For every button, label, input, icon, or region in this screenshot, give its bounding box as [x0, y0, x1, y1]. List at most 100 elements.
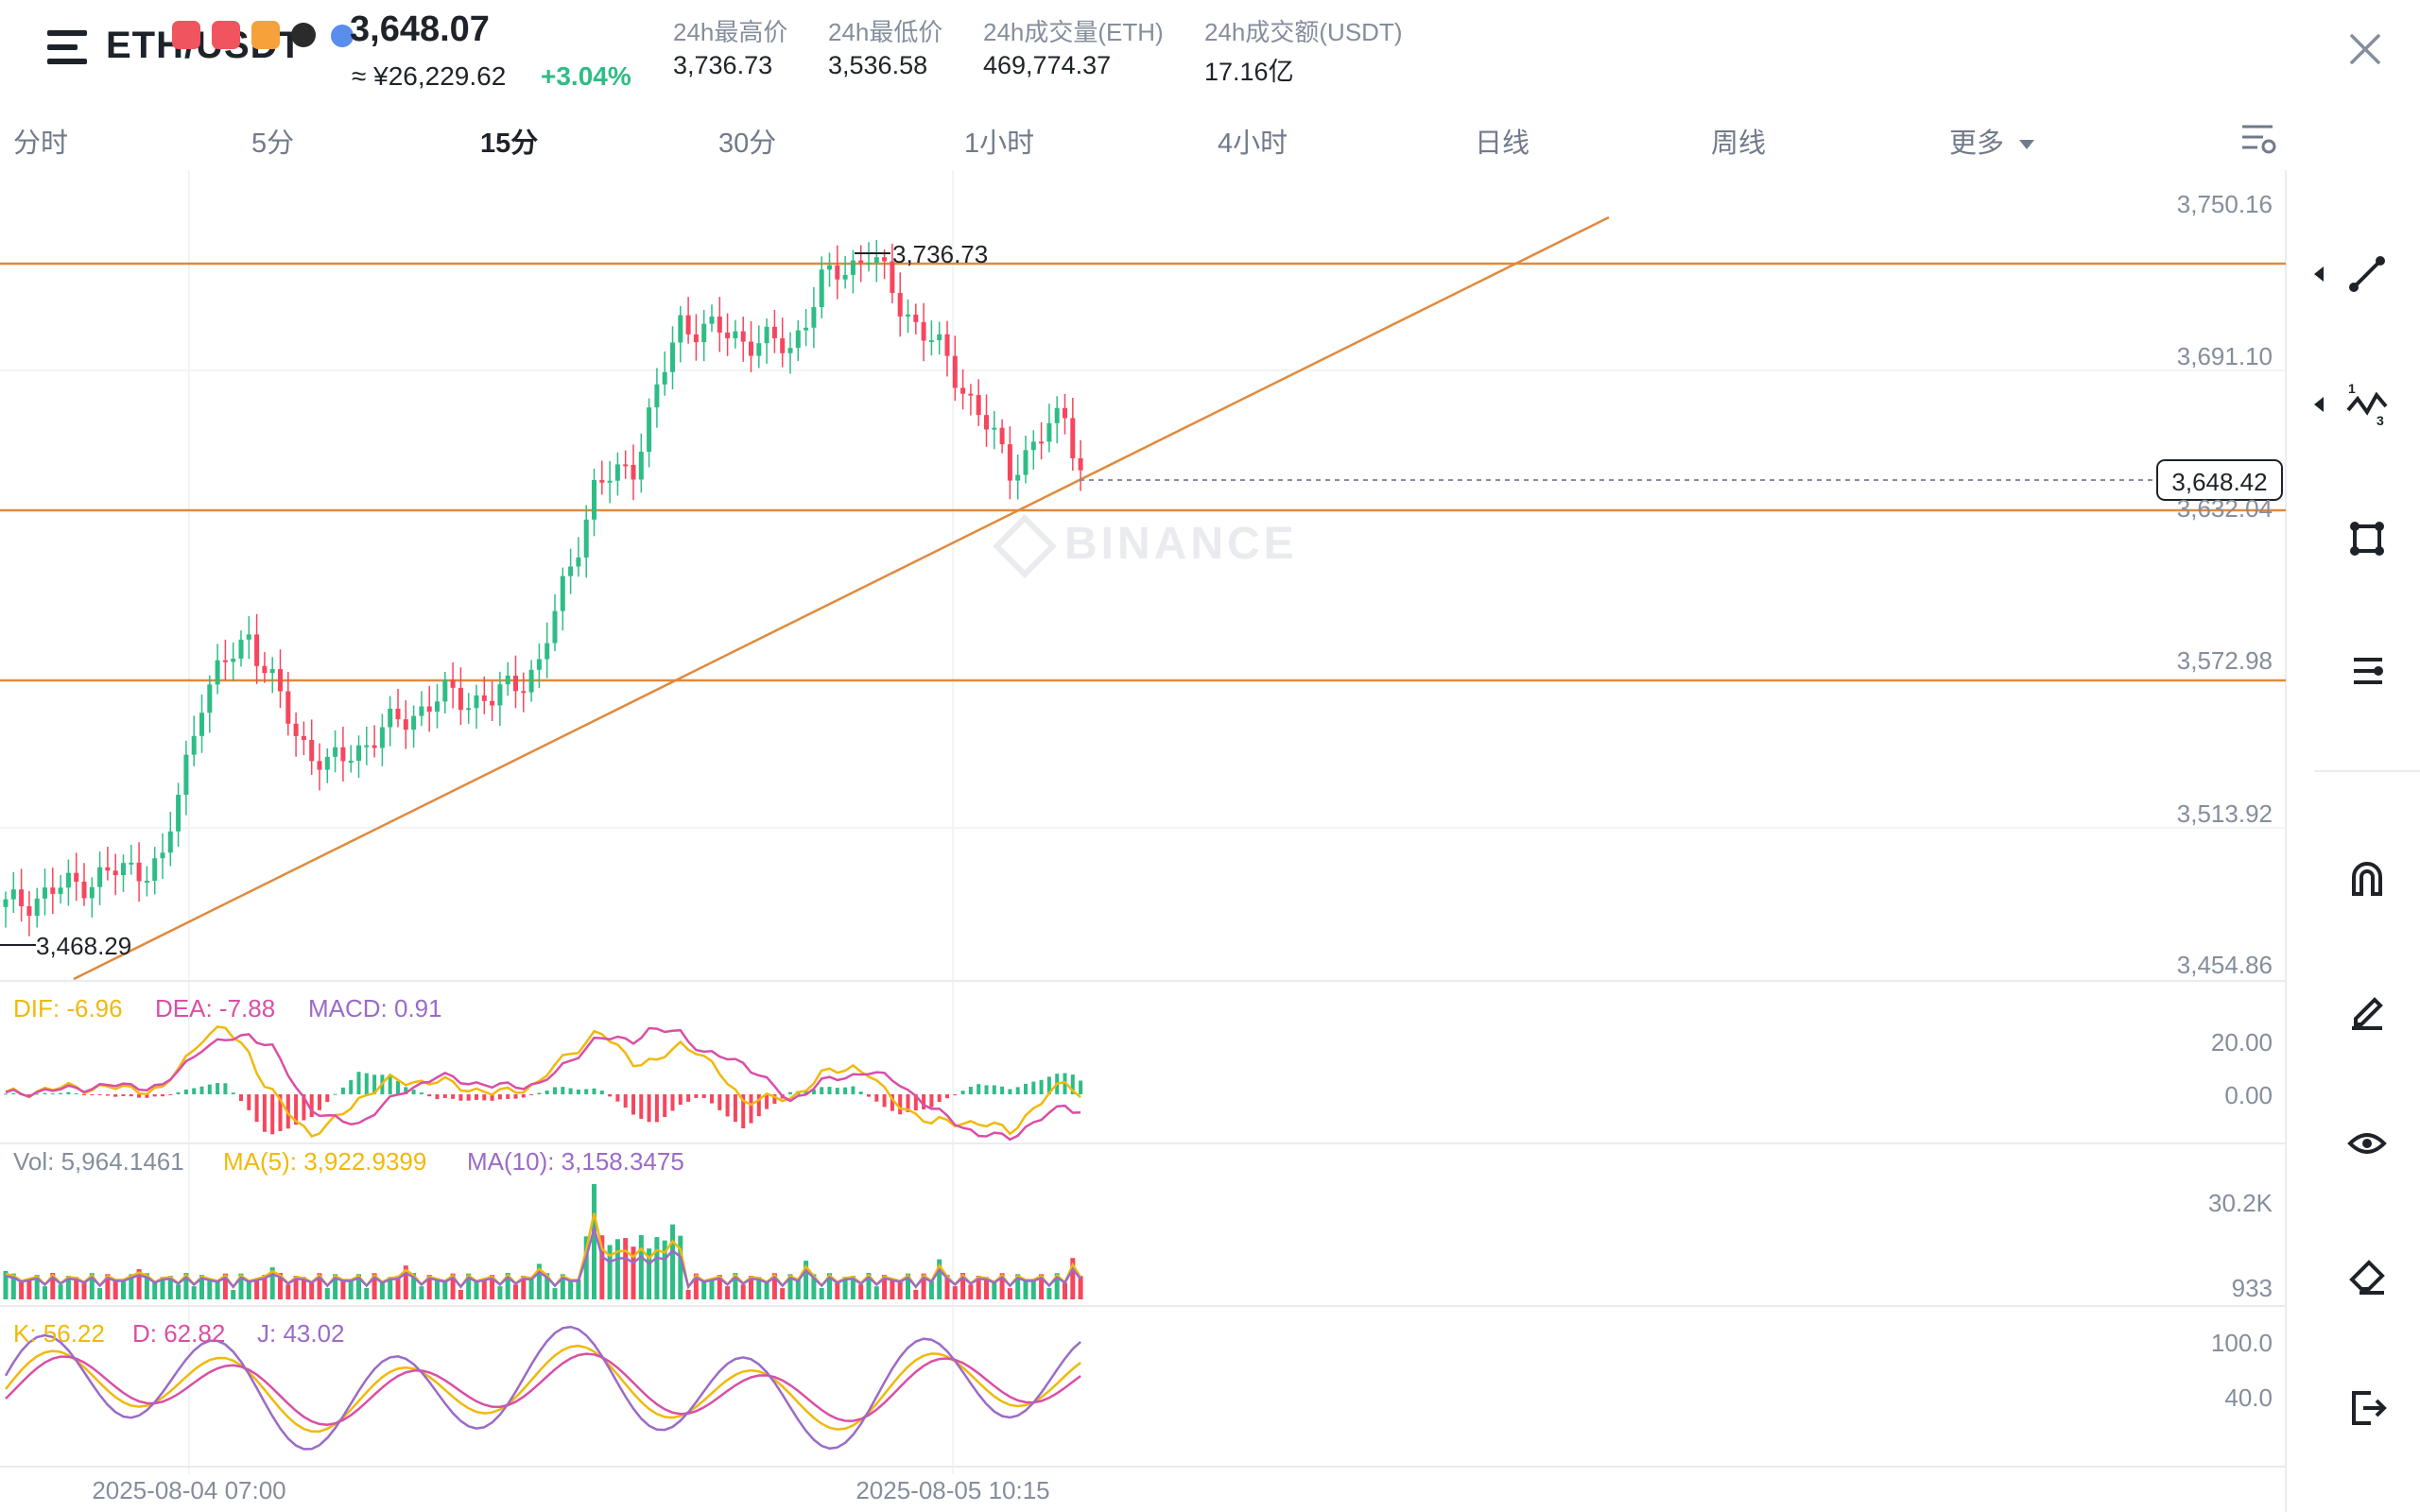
macd-bar — [302, 1094, 306, 1121]
vol-ma5-legend: MA(5): 3,922.9399 — [223, 1147, 426, 1176]
tab-1d[interactable]: 日线 — [1475, 129, 1530, 159]
macd-bar — [176, 1091, 181, 1094]
tab-timeline[interactable]: 分时 — [13, 129, 69, 159]
wave-tool-button[interactable]: 1 3 — [2339, 376, 2395, 433]
expand-arrow-icon[interactable] — [2312, 265, 2325, 288]
macd-bar — [50, 1093, 55, 1095]
volume-bar — [215, 1280, 220, 1299]
eraser-tool-button[interactable] — [2339, 1247, 2395, 1304]
candle-body — [592, 480, 596, 520]
macd-bar — [701, 1094, 706, 1098]
volume-bar — [670, 1224, 675, 1299]
candle-body — [199, 713, 204, 736]
expand-arrow-icon[interactable] — [2312, 395, 2325, 419]
volume-bar — [873, 1286, 879, 1299]
volume-bar — [34, 1275, 40, 1299]
macd-y-label: 20.00 — [2211, 1028, 2273, 1057]
macd-bar — [765, 1094, 769, 1109]
pencil-icon — [2352, 997, 2383, 1030]
macd-bar — [356, 1072, 361, 1094]
volume-bar — [647, 1248, 652, 1299]
trendline-tool-button[interactable] — [2339, 246, 2395, 302]
tab-4h[interactable]: 4小时 — [1218, 129, 1288, 159]
macd-bar — [458, 1094, 463, 1101]
y-label: 3,572.98 — [2177, 646, 2273, 675]
volume-bar — [43, 1286, 47, 1299]
close-icon — [2350, 34, 2380, 64]
tab-15m[interactable]: 15分 — [480, 129, 539, 159]
candle-body — [254, 634, 260, 666]
macd-bar — [278, 1094, 283, 1131]
trendline[interactable] — [73, 215, 1610, 981]
candle-body — [435, 701, 440, 713]
candle-body — [685, 315, 691, 335]
candle-body — [647, 407, 652, 452]
y-label: 3,750.16 — [2177, 190, 2273, 218]
rectangle-tool-button[interactable] — [2339, 510, 2395, 567]
volume-bar — [811, 1274, 817, 1299]
candle-body — [795, 330, 801, 349]
volume-bar — [968, 1284, 974, 1299]
macd-bar — [82, 1094, 86, 1096]
volume-bar — [26, 1278, 32, 1299]
macd-bar — [592, 1088, 596, 1094]
visibility-toggle-button[interactable] — [2339, 1115, 2395, 1172]
indicator-settings-button[interactable] — [2238, 121, 2278, 157]
tab-more[interactable]: 更多 — [1949, 121, 2035, 161]
candle-body — [583, 519, 589, 558]
candle-body — [481, 695, 487, 701]
candle-body — [262, 665, 268, 674]
volume-bar — [356, 1274, 361, 1299]
macd-bar — [529, 1094, 534, 1095]
fib-tool-button[interactable] — [2339, 643, 2395, 699]
magnet-tool-button[interactable] — [2339, 850, 2395, 907]
candle-body — [3, 899, 9, 907]
last-price: 3,648.07 — [350, 9, 490, 49]
wave-icon: 1 3 — [2346, 382, 2388, 427]
macd-bar — [199, 1086, 204, 1094]
macd-y-label: 0.00 — [2224, 1081, 2273, 1109]
candle-body — [183, 754, 189, 796]
volume-bar — [599, 1235, 605, 1299]
macd-bar — [1039, 1079, 1044, 1094]
menu-icon[interactable] — [47, 30, 87, 66]
macd-bar — [216, 1083, 220, 1094]
candle-body — [1007, 444, 1012, 481]
kline-chart[interactable]: 3,648.42 3,736.73 3,468.29 3,750.16 3,69… — [0, 165, 2307, 1512]
volume-bar — [944, 1275, 950, 1299]
macd-bar — [396, 1080, 400, 1094]
close-button[interactable] — [2342, 26, 2388, 72]
tab-30m[interactable]: 30分 — [718, 129, 777, 159]
candle-body — [1078, 457, 1083, 471]
candle-body — [426, 706, 432, 713]
candle-body — [984, 415, 989, 430]
candle-body — [293, 723, 299, 736]
y-label: 3,513.92 — [2177, 799, 2273, 828]
candle-body — [811, 306, 817, 328]
macd-bar — [262, 1094, 267, 1132]
candle-body — [725, 332, 731, 338]
volume-bar — [474, 1280, 479, 1299]
pencil-tool-button[interactable] — [2339, 983, 2395, 1040]
candle-body — [544, 643, 550, 660]
volume-bar — [136, 1269, 142, 1299]
volume-bar — [693, 1273, 699, 1299]
macd-bar — [1079, 1080, 1083, 1094]
volume-bar — [435, 1278, 440, 1299]
dif-legend: DIF: -6.96 — [13, 994, 123, 1022]
tab-1w[interactable]: 周线 — [1711, 129, 1767, 159]
volume-bar — [1078, 1276, 1083, 1299]
grid — [0, 170, 2287, 1512]
macd-bar — [340, 1087, 345, 1094]
tab-1h[interactable]: 1小时 — [964, 129, 1035, 159]
candle-body — [528, 669, 534, 693]
tab-5m[interactable]: 5分 — [251, 129, 295, 159]
volume-bar — [709, 1278, 715, 1299]
stat-turnover-value: 17.16亿 — [1204, 58, 1294, 86]
volume-bar — [50, 1273, 56, 1299]
exit-icon — [2352, 1391, 2387, 1425]
exit-drawing-button[interactable] — [2339, 1380, 2395, 1436]
volume-bar — [795, 1280, 801, 1299]
macd-bar — [827, 1087, 832, 1094]
candle-body — [372, 745, 377, 748]
